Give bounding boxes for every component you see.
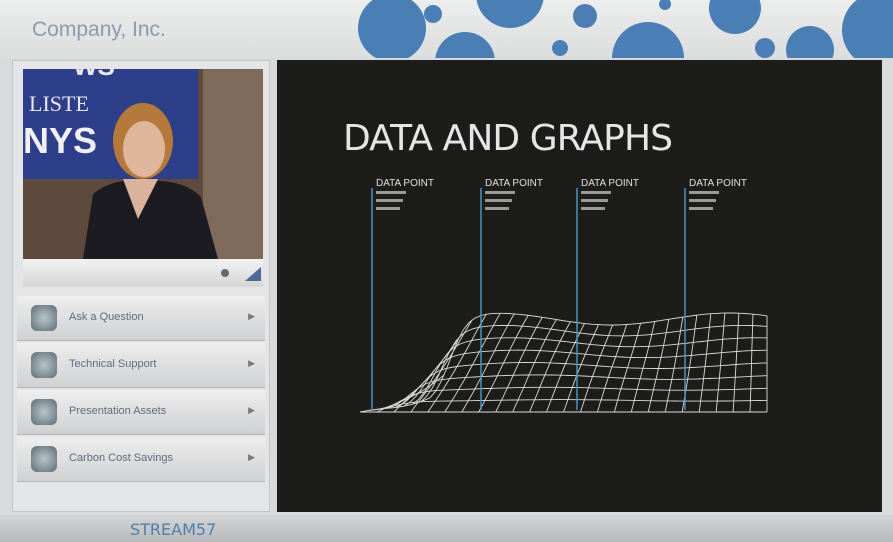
data-point-detail	[485, 207, 509, 210]
player-icons	[23, 259, 263, 287]
data-point-detail	[485, 199, 512, 202]
data-point-detail	[689, 191, 719, 194]
data-point-detail	[376, 207, 400, 210]
mesh-line	[597, 325, 626, 413]
menu-item[interactable]: Presentation Assets▶	[17, 390, 265, 435]
data-point-detail	[485, 191, 515, 194]
slide-canvas: DATA AND GRAPHS DATA POINT DATA POINT DATA…	[277, 60, 882, 512]
slide: DATA AND GRAPHS DATA POINT DATA POINT DATA…	[277, 60, 882, 512]
backdrop-text: WS	[73, 69, 115, 81]
slide-title: DATA AND GRAPHS	[343, 118, 673, 159]
data-point-detail	[376, 191, 406, 194]
mesh-line	[564, 325, 599, 412]
data-point-detail	[581, 207, 605, 210]
menu-item[interactable]: Ask a Question▶	[17, 296, 265, 341]
mesh-line	[648, 319, 668, 412]
data-point-label: DATA POINT	[485, 178, 543, 189]
data-point-detail	[581, 191, 611, 194]
mesh-line	[369, 400, 767, 411]
data-point-detail	[376, 199, 403, 202]
menu-item[interactable]: Technical Support▶	[17, 343, 265, 388]
mesh-line	[716, 313, 725, 412]
backdrop-text: LISTE	[29, 91, 89, 116]
menu-label: Presentation Assets	[69, 405, 166, 417]
presenter-face	[123, 121, 165, 177]
data-point-detail	[689, 207, 713, 210]
header: Company, Inc.	[0, 0, 893, 58]
menu-item[interactable]: Carbon Cost Savings▶	[17, 437, 265, 482]
mesh	[360, 313, 767, 412]
footer: STREAM57	[0, 515, 893, 542]
data-point-detail	[581, 199, 608, 202]
page: Company, Inc. WS LISTE NYS Ask a Questio…	[0, 0, 893, 542]
menu-label: Technical Support	[69, 358, 156, 370]
menu-label: Carbon Cost Savings	[69, 452, 173, 464]
mesh-line	[581, 325, 613, 412]
video[interactable]: WS LISTE NYS	[23, 69, 263, 259]
mesh-line	[428, 314, 486, 412]
mesh-line	[413, 338, 768, 404]
mesh-line	[733, 313, 739, 412]
menu-label: Ask a Question	[69, 311, 144, 323]
logo[interactable]: Company, Inc.	[32, 18, 166, 42]
mesh-line	[513, 320, 557, 412]
backdrop-text: NYS	[23, 120, 97, 161]
player-controls	[23, 259, 263, 287]
side-panel: WS LISTE NYS Ask a Question▶ Technical S…	[12, 60, 270, 512]
brand: STREAM57	[130, 520, 216, 539]
data-point-label: DATA POINT	[581, 178, 639, 189]
data-point-label: DATA POINT	[376, 178, 434, 189]
data-point-detail	[689, 199, 716, 202]
mesh-line	[445, 313, 500, 412]
data-point-label: DATA POINT	[689, 178, 747, 189]
mesh-line	[665, 317, 683, 412]
mesh-line	[547, 324, 585, 413]
